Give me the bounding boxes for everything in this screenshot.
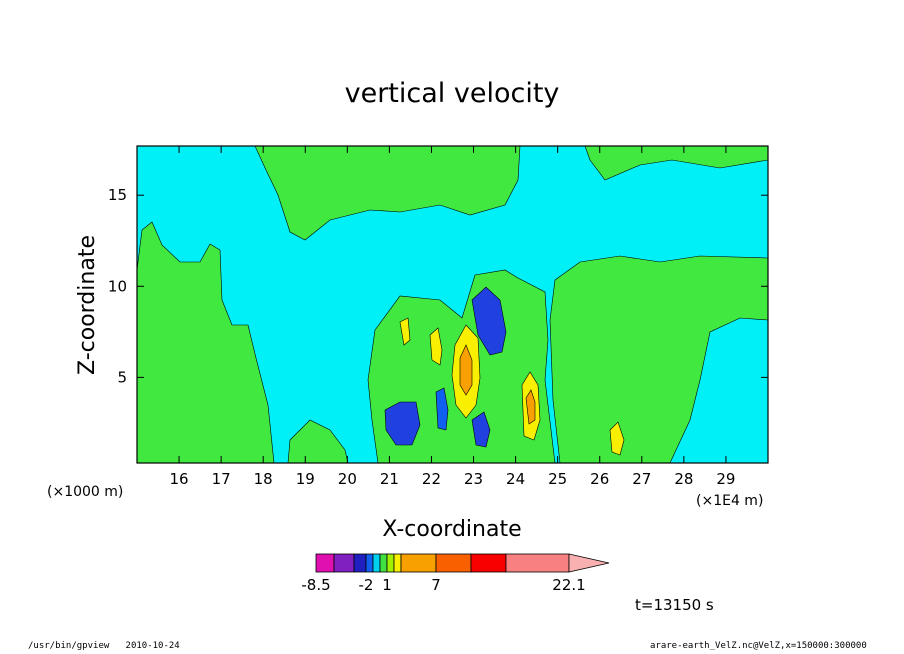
- colorbar-segment: [372, 553, 381, 573]
- y-tick-label: 10: [108, 277, 127, 295]
- y-tick-label: 5: [117, 368, 127, 386]
- colorbar-segment: [365, 553, 374, 573]
- x-tick-label: 16: [170, 470, 189, 488]
- y-axis-label: Z-coordinate: [75, 235, 100, 375]
- plot-frame: [136, 145, 769, 464]
- contour-green-right: [549, 255, 768, 463]
- colorbar-segment: [435, 553, 472, 573]
- contour-neg-small: [435, 387, 449, 431]
- contour-green-left: [137, 221, 275, 463]
- colorbar-arrow: [568, 553, 610, 573]
- footer-right: arare-earth_VelZ.nc@VelZ,x=150000:300000: [650, 641, 867, 651]
- x-tick-label: 24: [506, 470, 525, 488]
- y-tick-label: 15: [108, 186, 127, 204]
- colorbar-tick-label: -8.5: [301, 576, 330, 594]
- x-axis-label: X-coordinate: [382, 517, 521, 542]
- colorbar-tick-label: 22.1: [552, 576, 585, 594]
- footer-left: /usr/bin/gpview 2010-10-24: [28, 641, 180, 651]
- contour-neg-upper: [471, 286, 507, 356]
- x-axis-ticks: 16 17 18 19 20 21 22 23 24 25 26 27 28 29: [170, 146, 735, 488]
- contour-pos-left: [429, 327, 443, 366]
- contour-green-low: [287, 419, 349, 463]
- x-tick-label: 29: [716, 470, 735, 488]
- colorbar-segment: [353, 553, 367, 573]
- colorbar-segment: [393, 553, 402, 573]
- colorbar-segment: [379, 553, 388, 573]
- x-tick-label: 23: [464, 470, 483, 488]
- chart-title: vertical velocity: [345, 78, 560, 109]
- contour-neg-low-center: [471, 411, 491, 448]
- colorbar-segment: [400, 553, 437, 573]
- x-tick-label: 20: [338, 470, 357, 488]
- x-tick-label: 22: [422, 470, 441, 488]
- contour-green-top-right: [584, 146, 768, 181]
- contour-neg-lowleft: [384, 401, 421, 446]
- x-tick-label: 28: [674, 470, 693, 488]
- x-tick-label: 27: [632, 470, 651, 488]
- colorbar: -8.5 -2 1 7 22.1: [301, 553, 610, 594]
- x-tick-label: 18: [254, 470, 273, 488]
- contour-pos-right-core: [525, 389, 536, 425]
- colorbar-segment: [315, 553, 335, 573]
- colorbar-tick-label: -2: [359, 576, 374, 594]
- x-tick-label: 26: [590, 470, 609, 488]
- contour-pos-small: [399, 317, 411, 346]
- x-tick-label: 17: [212, 470, 231, 488]
- colorbar-segment: [386, 553, 395, 573]
- time-label: t=13150 s: [635, 596, 714, 614]
- x-tick-label: 21: [380, 470, 399, 488]
- x-tick-label: 19: [296, 470, 315, 488]
- x-unit-right: (×1E4 m): [696, 493, 763, 509]
- colorbar-tick-label: 7: [431, 576, 441, 594]
- colorbar-segment: [505, 553, 570, 573]
- contour-pos-main-core: [459, 344, 473, 396]
- colorbar-segment: [470, 553, 507, 573]
- y-axis-ticks: 5 10 15: [108, 186, 768, 386]
- colorbar-tick-label: 1: [382, 576, 392, 594]
- plot-area: [137, 146, 768, 463]
- x-unit-left: (×1000 m): [47, 484, 123, 500]
- colorbar-segment: [333, 553, 355, 573]
- x-tick-label: 25: [548, 470, 567, 488]
- contour-pos-low: [609, 421, 625, 456]
- contour-green-top-left: [254, 146, 521, 241]
